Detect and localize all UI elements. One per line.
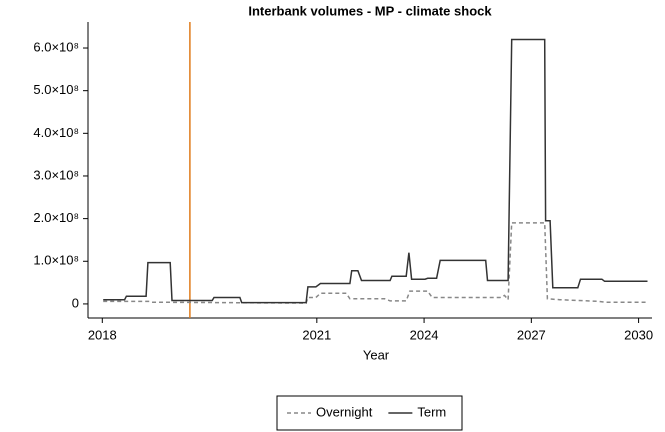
y-tick-label: 1.0×10⁸ [33, 253, 79, 268]
x-tick-label: 2018 [88, 327, 117, 342]
y-tick-label: 0 [72, 295, 79, 310]
y-tick-label: 6.0×10⁸ [33, 39, 79, 54]
y-tick-label: 2.0×10⁸ [33, 210, 79, 225]
x-tick-label: 2024 [410, 327, 439, 342]
x-tick-label: 2021 [302, 327, 331, 342]
y-tick-label: 5.0×10⁸ [33, 82, 79, 97]
x-tick-label: 2030 [624, 327, 653, 342]
chart-title: Interbank volumes - MP - climate shock [248, 3, 492, 18]
y-tick-label: 3.0×10⁸ [33, 167, 79, 182]
legend-box [276, 395, 463, 431]
x-tick-label: 2027 [517, 327, 546, 342]
series-line [103, 222, 648, 304]
y-tick-label: 4.0×10⁸ [33, 125, 79, 140]
x-axis-label: Year [363, 347, 390, 362]
legend-label: Overnight [316, 404, 373, 419]
series-line [103, 38, 648, 304]
legend-label: Term [417, 404, 446, 419]
